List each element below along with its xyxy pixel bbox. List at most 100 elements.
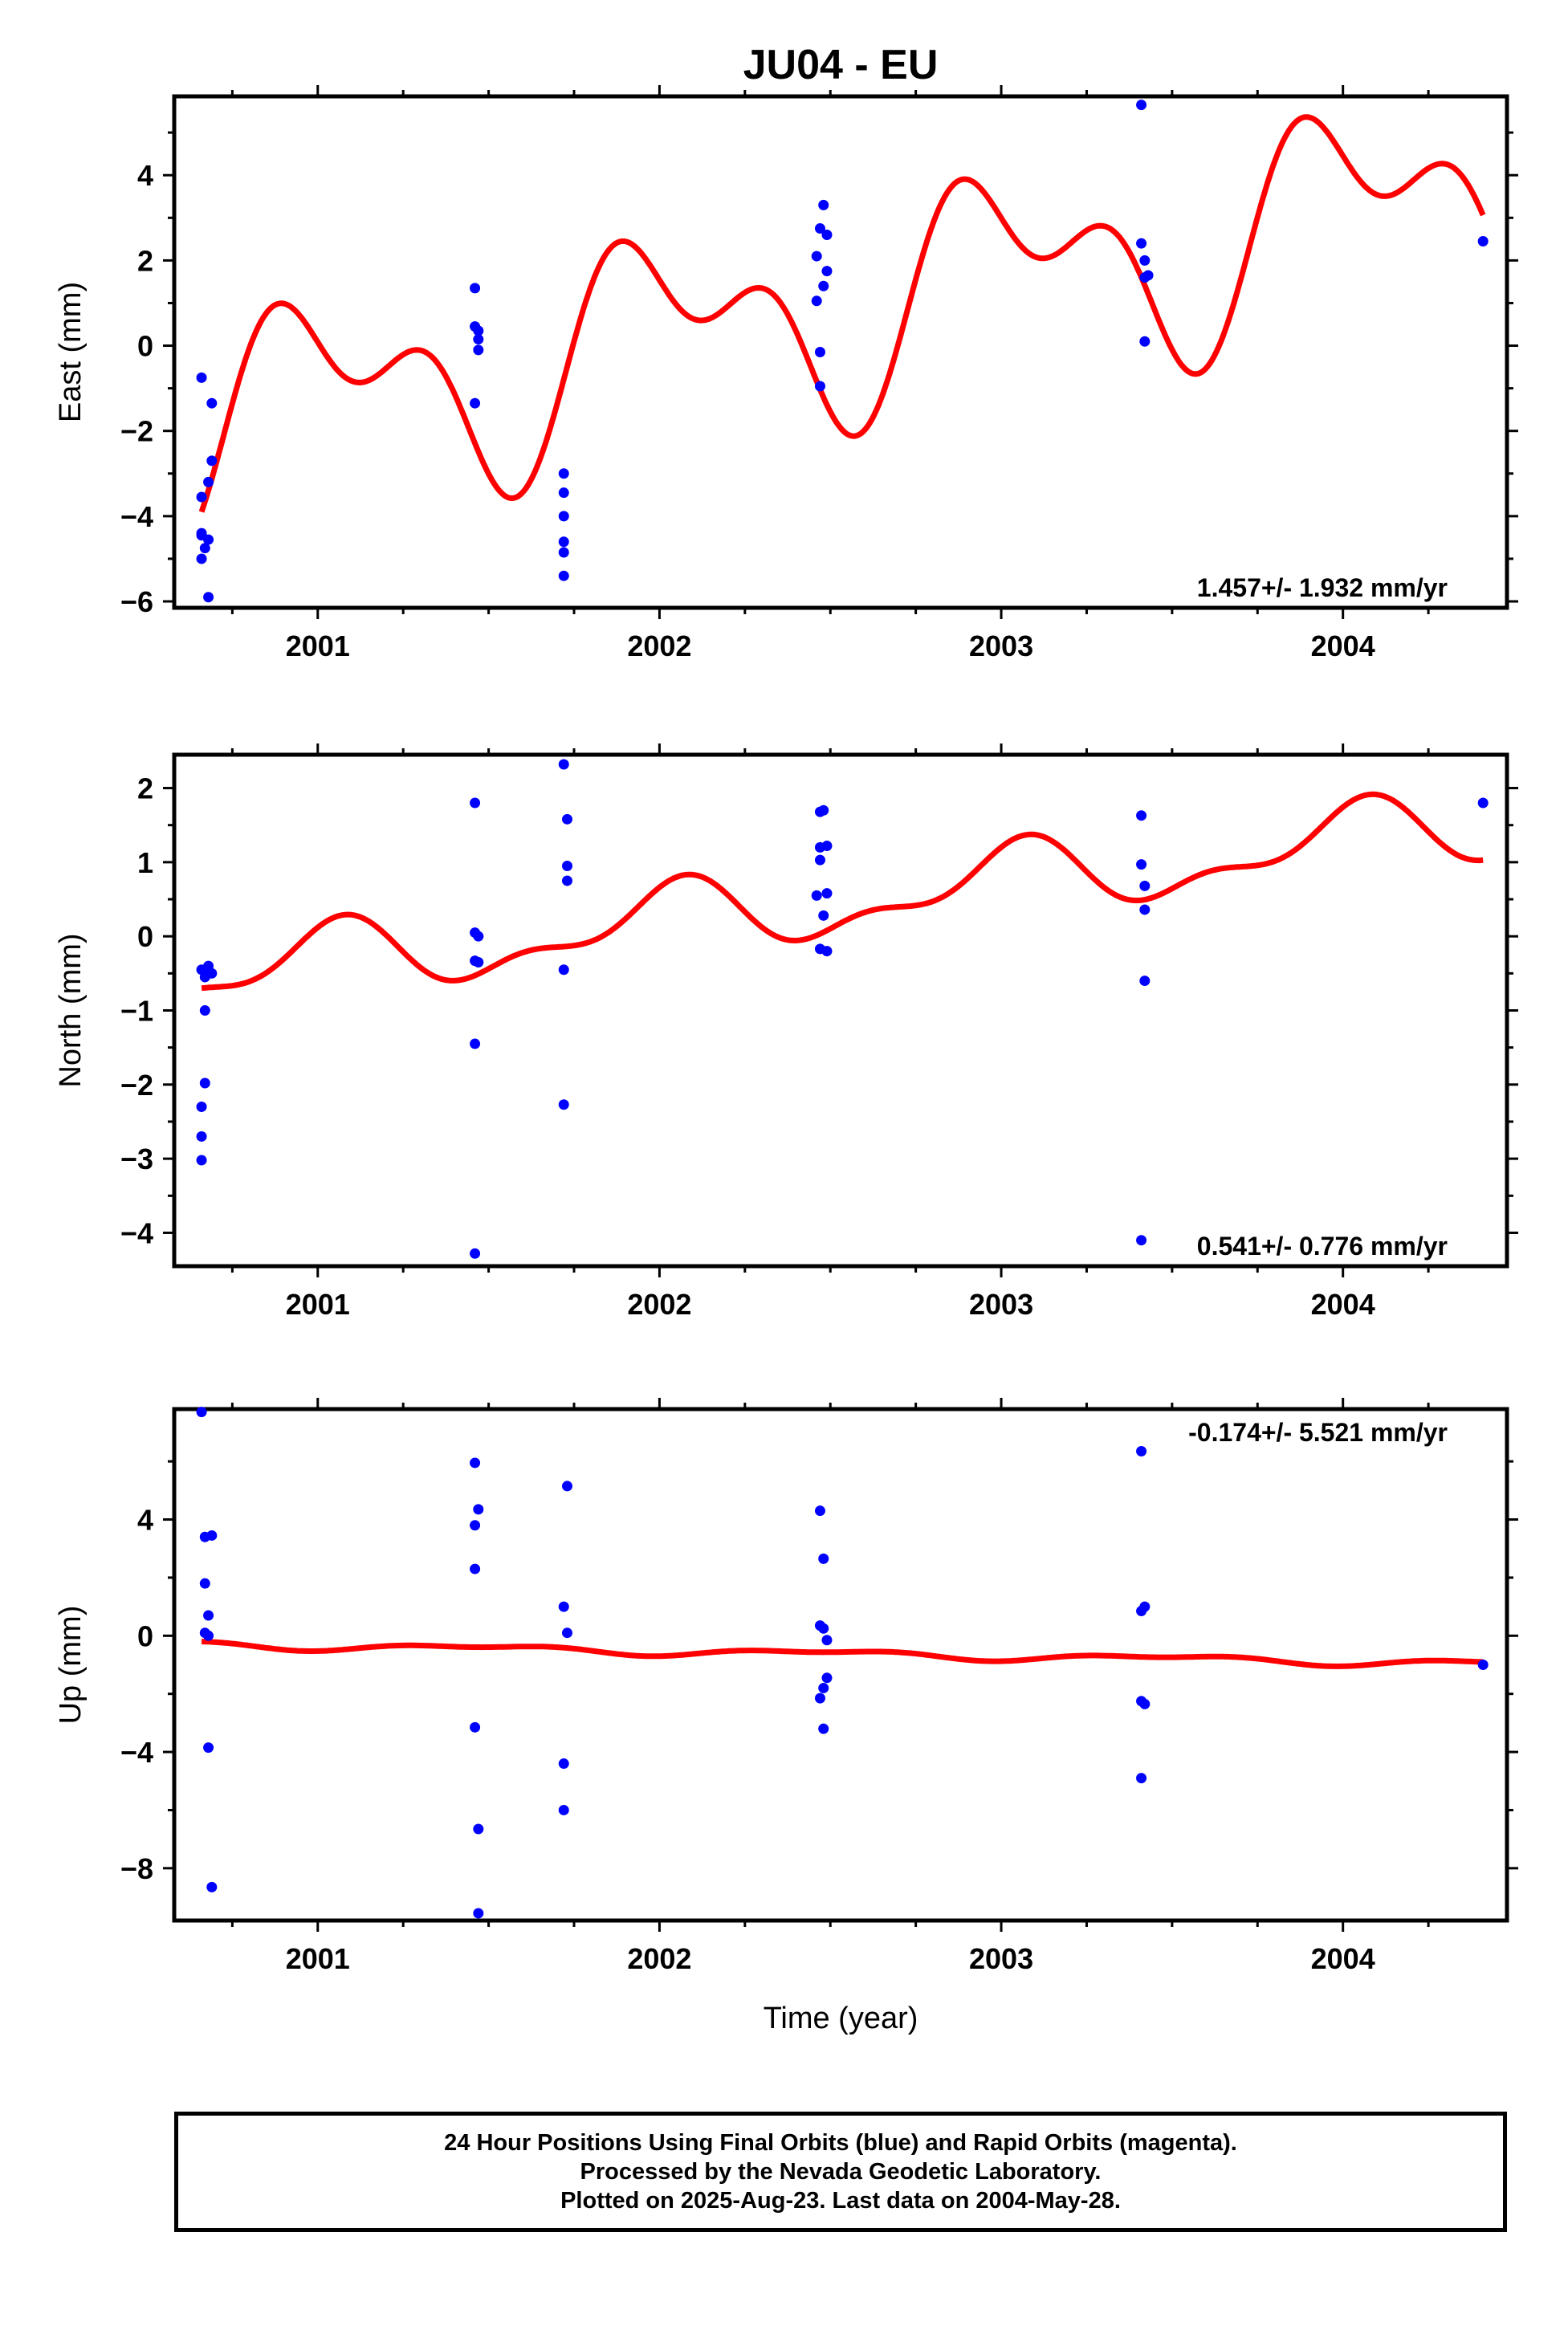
footer-line-3: Plotted on 2025-Aug-23. Last data on 200… (560, 2188, 1121, 2214)
data-point (821, 946, 833, 957)
data-point (818, 910, 829, 921)
data-point (811, 251, 822, 262)
data-point (814, 223, 825, 234)
x-tick-label: 2004 (1311, 629, 1375, 662)
data-point (821, 1672, 833, 1684)
data-point (814, 1505, 825, 1517)
data-point (203, 1742, 214, 1754)
data-point (561, 875, 572, 886)
data-point (1136, 859, 1147, 870)
panel-frame-0 (172, 94, 1509, 610)
data-point (561, 1481, 572, 1492)
y-tick-label: −6 (120, 585, 153, 618)
data-point (814, 381, 825, 392)
data-point (473, 334, 484, 345)
data-point (1136, 1445, 1147, 1456)
data-point (1136, 1235, 1147, 1246)
data-point (818, 1553, 829, 1564)
x-tick-label: 2003 (969, 629, 1033, 662)
x-tick-label: 2002 (627, 1942, 691, 1975)
data-point (1477, 1660, 1489, 1670)
data-point (203, 534, 214, 545)
footer-box: 24 Hour Positions Using Final Orbits (bl… (174, 2112, 1507, 2232)
data-point (814, 854, 825, 866)
data-point (558, 759, 569, 770)
y-tick-label: −4 (120, 500, 153, 533)
data-point (814, 347, 825, 357)
data-point (470, 955, 481, 967)
data-point (473, 344, 484, 356)
data-point (470, 1520, 481, 1531)
data-point (199, 1077, 210, 1089)
data-point (470, 1038, 481, 1049)
data-point (206, 1881, 218, 1892)
data-point (558, 536, 569, 548)
data-point (473, 1823, 484, 1835)
data-point (196, 491, 207, 503)
data-point (1139, 904, 1151, 915)
data-point (1139, 976, 1151, 987)
rate-label: 0.541+/- 0.776 mm/yr (1197, 1232, 1448, 1261)
data-point (206, 397, 218, 409)
chart-title: JU04 - EU (743, 42, 939, 88)
data-point (470, 797, 481, 809)
x-axis-label: Time (year) (764, 2002, 918, 2035)
x-tick-label: 2001 (286, 1288, 350, 1321)
data-point (1136, 238, 1147, 249)
data-point (821, 841, 833, 852)
data-point (558, 468, 569, 479)
y-tick-label: 4 (137, 1504, 153, 1537)
y-axis-label: Up (mm) (54, 1606, 88, 1725)
rate-label: -0.174+/- 5.521 mm/yr (1188, 1418, 1448, 1447)
data-point (558, 487, 569, 499)
data-point (1477, 797, 1489, 809)
data-point (821, 888, 833, 899)
rate-label: 1.457+/- 1.932 mm/yr (1197, 573, 1448, 602)
y-axis-label: North (mm) (54, 933, 88, 1087)
footer-line-2: Processed by the Nevada Geodetic Laborat… (580, 2159, 1102, 2185)
data-point (1139, 880, 1151, 891)
x-tick-label: 2003 (969, 1288, 1033, 1321)
data-point (818, 199, 829, 210)
fit-curve (198, 114, 1486, 513)
data-point (470, 397, 481, 409)
y-tick-label: −8 (120, 1852, 153, 1885)
data-point (818, 805, 829, 816)
data-point (206, 455, 218, 466)
data-point (1477, 235, 1489, 246)
data-point (199, 1005, 210, 1016)
y-tick-label: −4 (120, 1216, 153, 1249)
y-tick-label: 2 (137, 772, 153, 805)
x-tick-label: 2002 (627, 629, 691, 662)
data-point (196, 1130, 207, 1142)
y-tick-label: 0 (137, 920, 153, 953)
y-tick-label: −1 (120, 995, 153, 1028)
data-point (196, 1407, 207, 1418)
data-point (196, 372, 207, 383)
data-point (558, 1099, 569, 1110)
data-point (203, 476, 214, 487)
data-point (818, 280, 829, 291)
data-point (558, 570, 569, 581)
data-point (558, 1601, 569, 1612)
data-point (814, 1693, 825, 1704)
y-tick-label: −4 (120, 1736, 153, 1769)
data-point (196, 1155, 207, 1166)
data-point (821, 1635, 833, 1646)
data-point (473, 1504, 484, 1515)
y-tick-label: −2 (120, 1069, 153, 1102)
data-point (821, 266, 833, 277)
data-point (561, 813, 572, 825)
y-tick-label: 1 (137, 846, 153, 879)
data-point (203, 592, 214, 603)
data-point (818, 1723, 829, 1734)
data-point (1136, 1773, 1147, 1784)
y-axis-label: East (mm) (54, 282, 88, 422)
x-tick-label: 2001 (286, 1942, 350, 1975)
data-point (1136, 810, 1147, 821)
y-tick-label: −2 (120, 415, 153, 448)
data-point (1136, 100, 1147, 111)
x-tick-label: 2001 (286, 629, 350, 662)
data-point (473, 325, 484, 336)
